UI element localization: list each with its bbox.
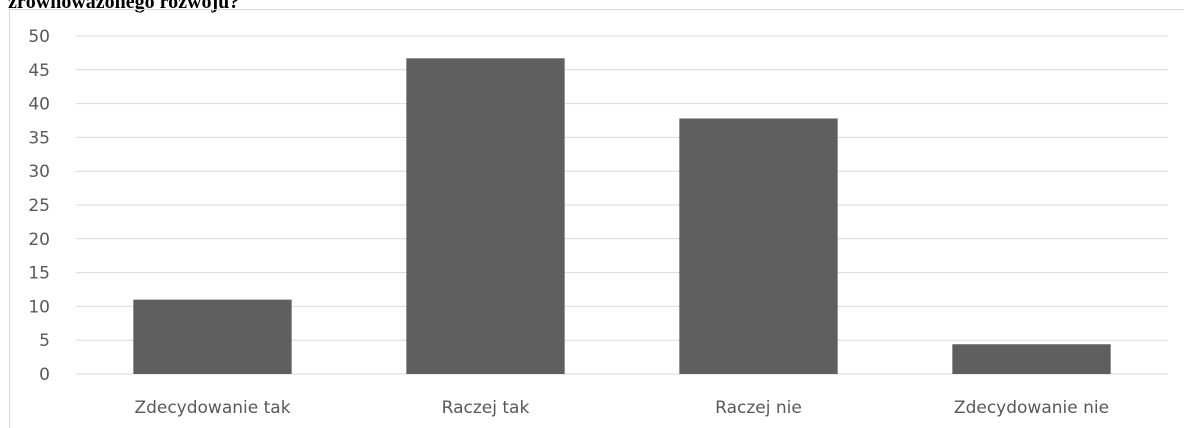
y-tick-label: 5: [39, 331, 50, 351]
x-tick-label: Zdecydowanie nie: [954, 398, 1109, 418]
bar: [952, 344, 1111, 374]
x-axis-ticks: Zdecydowanie tak Raczej tak Raczej nie Zdec…: [134, 398, 1109, 418]
y-tick-label: 0: [39, 365, 50, 385]
x-tick-label: Raczej nie: [715, 398, 802, 418]
bars: [133, 58, 1111, 375]
y-tick-label: 45: [28, 61, 50, 81]
x-tick-label: Zdecydowanie tak: [134, 398, 290, 418]
y-tick-label: 35: [28, 128, 50, 148]
y-tick-label: 50: [28, 27, 50, 47]
bar: [406, 58, 565, 375]
y-tick-label: 40: [28, 95, 50, 115]
y-tick-label: 15: [28, 264, 50, 284]
y-tick-label: 25: [28, 196, 50, 216]
y-axis-ticks: 0 5 10 15 20 25 30 35 40 45 50: [28, 27, 50, 385]
x-tick-label: Raczej tak: [442, 398, 530, 418]
bar: [679, 118, 838, 374]
y-tick-label: 10: [28, 297, 50, 317]
y-tick-label: 30: [28, 162, 50, 182]
chart-frame: [9, 9, 1184, 428]
y-tick-label: 20: [28, 230, 50, 250]
bar: [133, 299, 292, 374]
